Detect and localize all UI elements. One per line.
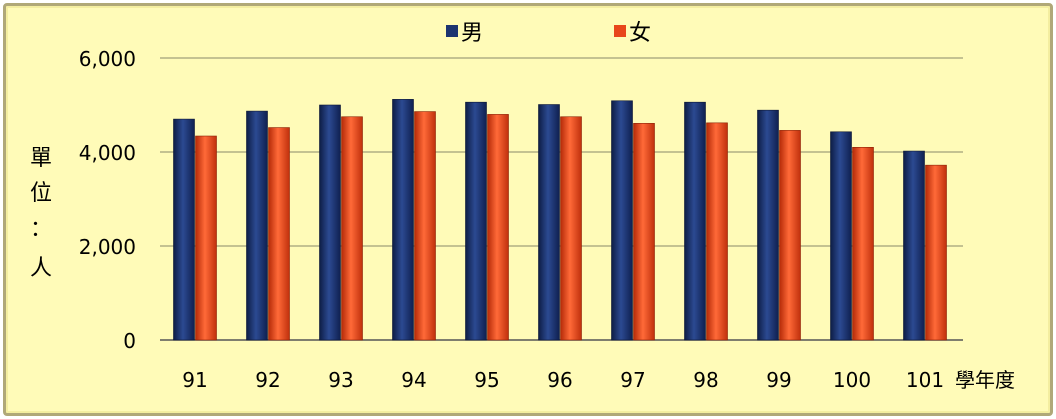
x-axis-label: 學年度 [955, 368, 1015, 392]
bar-female-98 [706, 122, 728, 341]
bar-male-94 [392, 99, 414, 341]
bar-male-98 [684, 101, 706, 341]
bar-female-96 [560, 116, 582, 341]
y-tick-label: 0 [123, 329, 136, 353]
bar-male-91 [173, 118, 195, 341]
bar-female-97 [633, 123, 655, 341]
bar-female-99 [779, 130, 801, 341]
bar-female-100 [852, 147, 874, 341]
bar-female-95 [487, 114, 509, 341]
legend-swatch-male [446, 25, 458, 37]
y-tick-label: 6,000 [79, 47, 136, 71]
bar-female-101 [925, 164, 947, 341]
bar-female-93 [341, 116, 363, 341]
x-tick-label: 100 [833, 368, 871, 392]
x-tick-label: 98 [693, 368, 718, 392]
x-tick-label: 99 [766, 368, 791, 392]
y-axis-label-char: ： [30, 217, 52, 242]
bars [173, 99, 947, 341]
y-axis-label-char: 人 [30, 256, 52, 281]
bar-male-99 [757, 109, 779, 341]
bar-female-92 [268, 127, 290, 341]
legend-label-male: 男 [461, 21, 483, 46]
legend-swatch-female [614, 25, 626, 37]
x-tick-label: 91 [182, 368, 207, 392]
x-axis-ticks: 91 92 93 94 95 96 97 98 99 100 101 [182, 368, 944, 392]
y-axis-ticks: 0 2,000 4,000 6,000 [79, 47, 136, 353]
legend: 男 女 [446, 21, 651, 46]
x-tick-label: 93 [328, 368, 353, 392]
y-axis-label: 單位 ： 人 [30, 146, 52, 281]
bar-male-100 [830, 131, 852, 341]
x-tick-label: 96 [547, 368, 572, 392]
x-tick-label: 97 [620, 368, 645, 392]
bar-male-93 [319, 104, 341, 341]
x-tick-label: 95 [474, 368, 499, 392]
x-tick-label: 94 [401, 368, 426, 392]
x-tick-label: 92 [255, 368, 280, 392]
bar-female-91 [195, 135, 217, 341]
bar-male-95 [465, 101, 487, 341]
y-axis-label-char: 位 [30, 181, 52, 206]
bar-male-92 [246, 110, 268, 341]
bar-female-94 [414, 111, 436, 341]
legend-label-female: 女 [629, 21, 651, 46]
x-tick-label: 101 [906, 368, 944, 392]
y-tick-label: 2,000 [79, 235, 136, 259]
bar-male-96 [538, 104, 560, 341]
bar-male-97 [611, 100, 633, 341]
y-axis-label-char: 單 [30, 146, 52, 171]
y-tick-label: 4,000 [79, 141, 136, 165]
bar-male-101 [903, 150, 925, 341]
